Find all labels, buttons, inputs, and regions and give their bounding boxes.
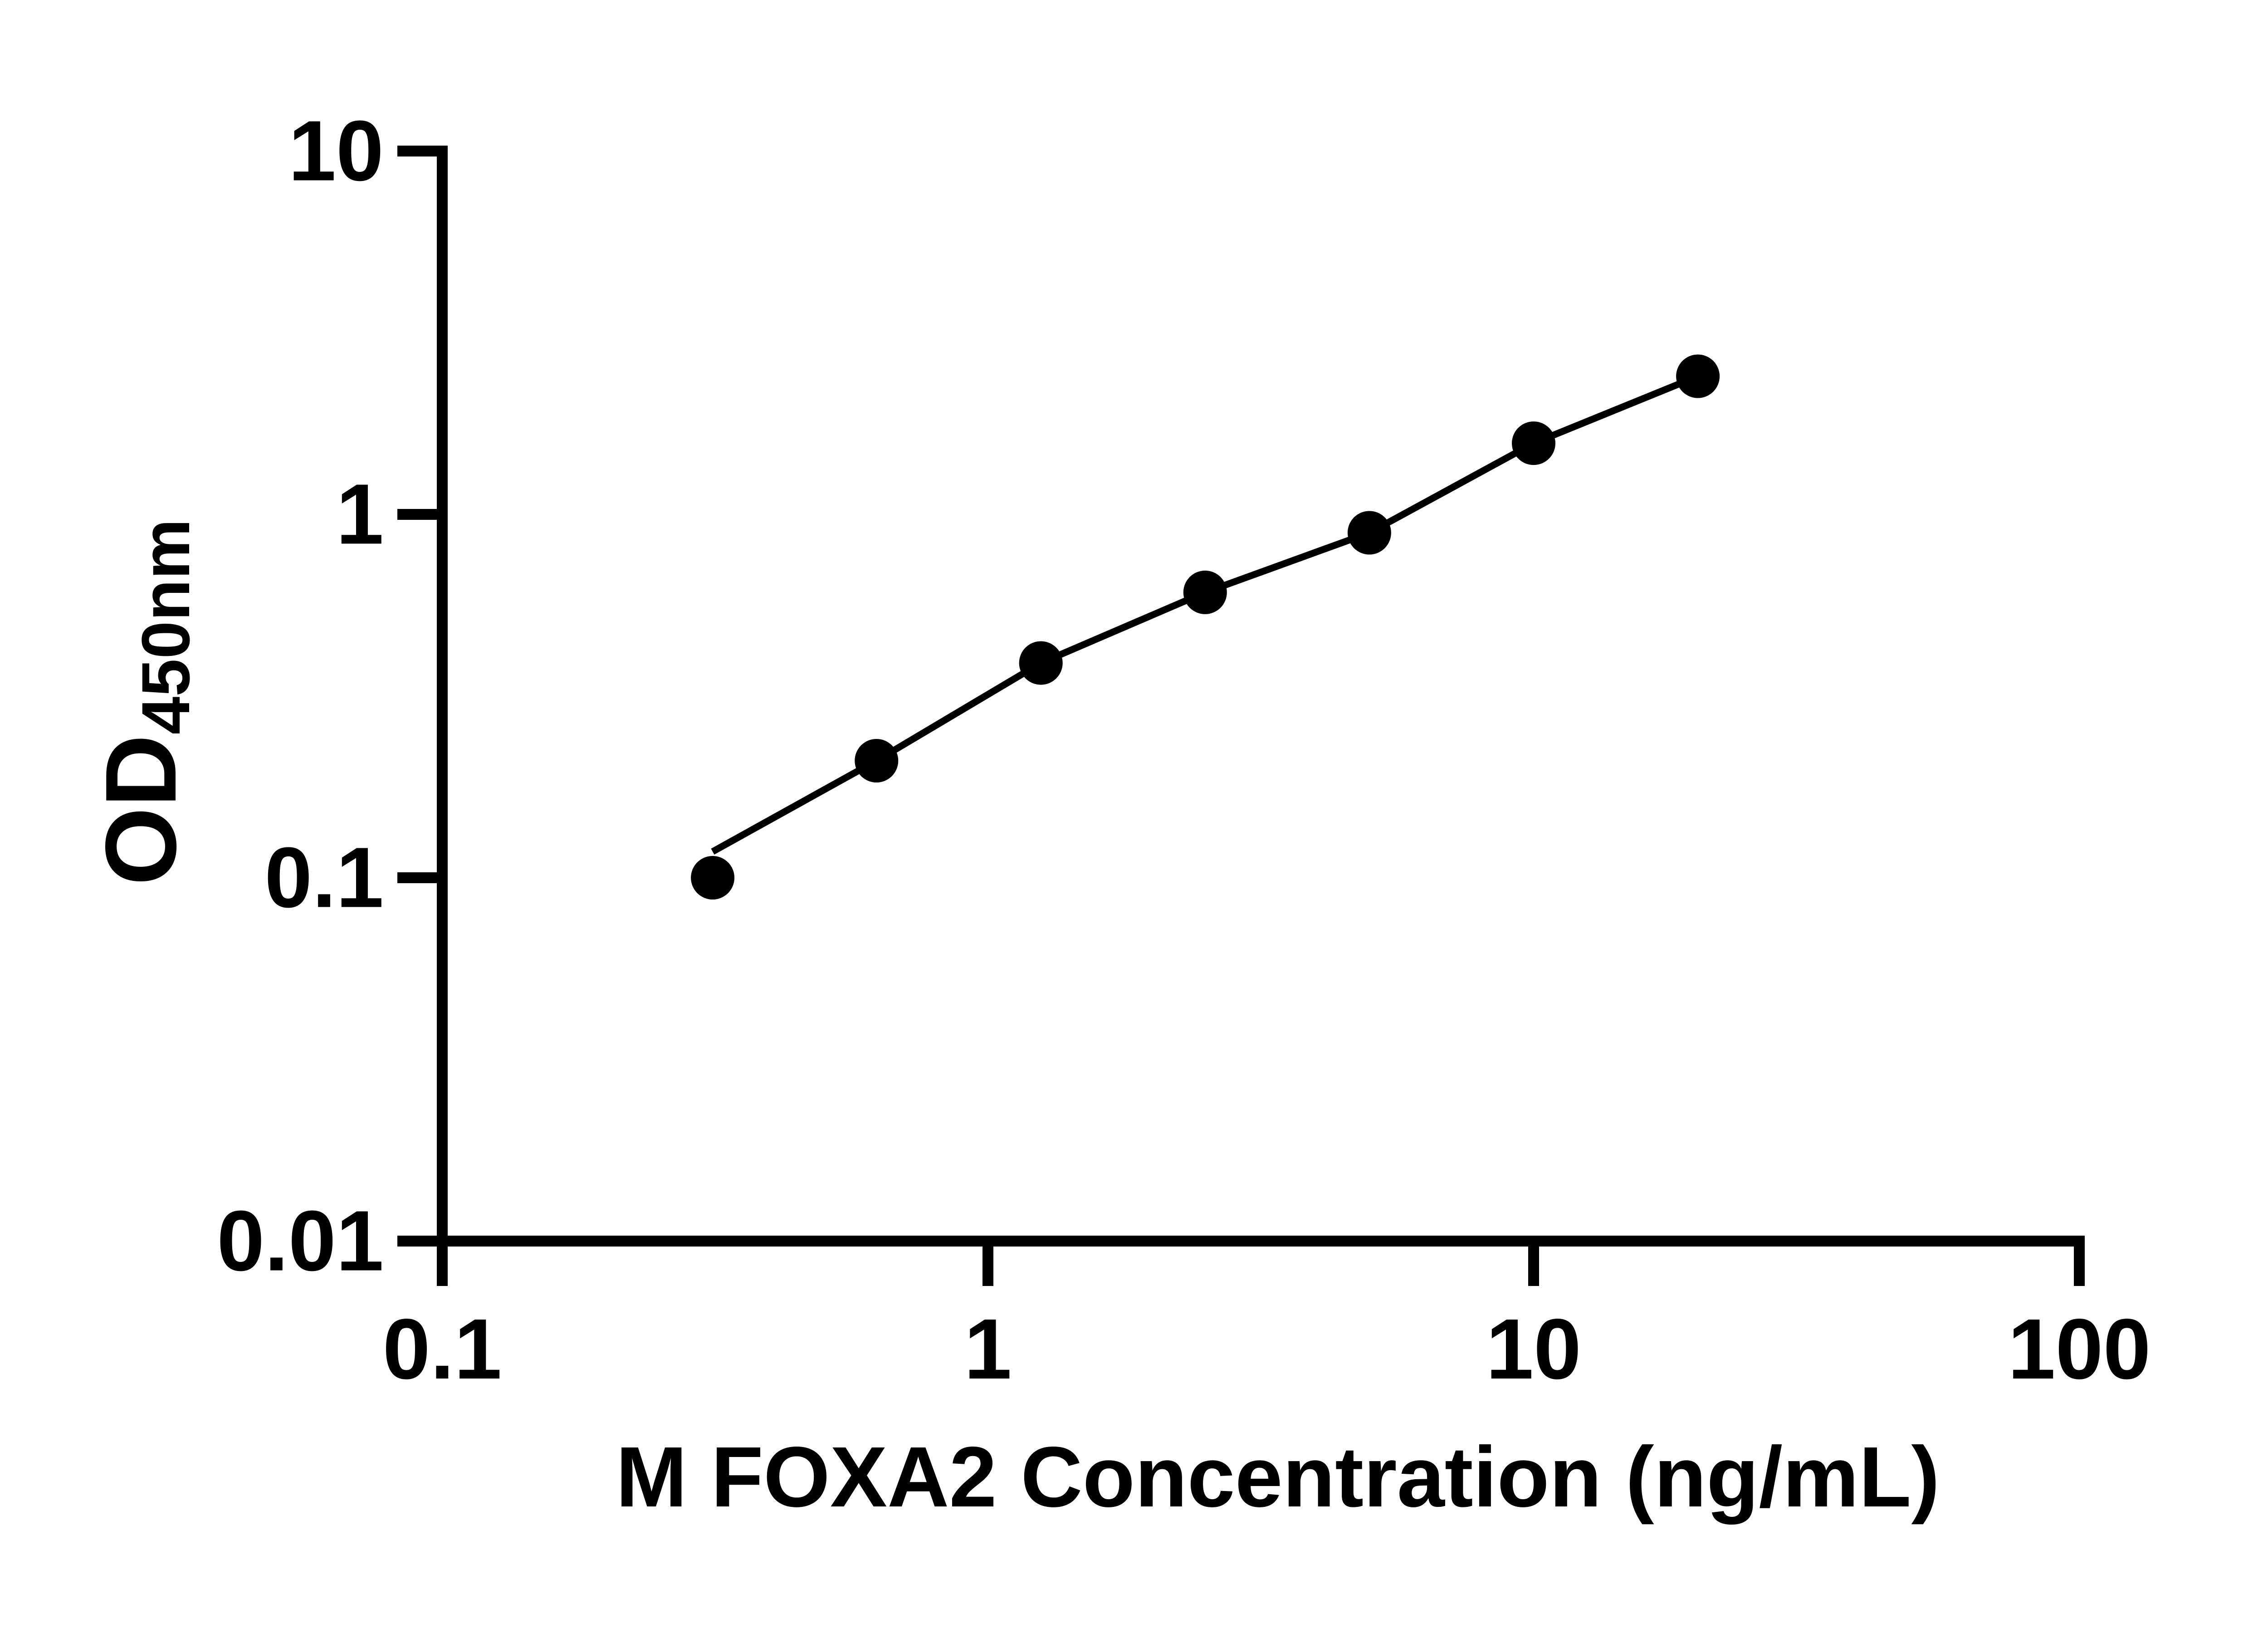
y-tick-label: 1 [336,467,384,562]
x-tick-label: 1 [964,1301,1012,1397]
data-point [691,856,735,900]
x-tick-label: 100 [2008,1301,2151,1397]
y-tick-label: 0.1 [264,830,384,926]
y-axis-title-main: OD [85,734,197,885]
y-axis-title-subscript: 450nm [127,519,204,734]
data-point [1019,641,1063,685]
data-point [1183,570,1227,614]
axes [437,146,2085,1247]
y-tick-label: 0.01 [217,1193,384,1289]
data-points [691,354,1720,900]
data-point [1676,354,1720,398]
data-point [855,739,899,782]
y-tick-label: 10 [288,103,384,199]
tick-marks [397,146,2085,1286]
data-point [1347,511,1391,555]
data-point [1512,421,1555,465]
x-axis-title: M FOXA2 Concentration (ng/mL) [616,1429,1940,1525]
tick-labels: 10 1 0.1 0.01 0.1 1 10 100 [217,103,2151,1398]
y-axis-title: OD450nm [85,519,204,885]
x-tick-label: 0.1 [383,1301,502,1397]
x-tick-label: 10 [1486,1301,1581,1397]
